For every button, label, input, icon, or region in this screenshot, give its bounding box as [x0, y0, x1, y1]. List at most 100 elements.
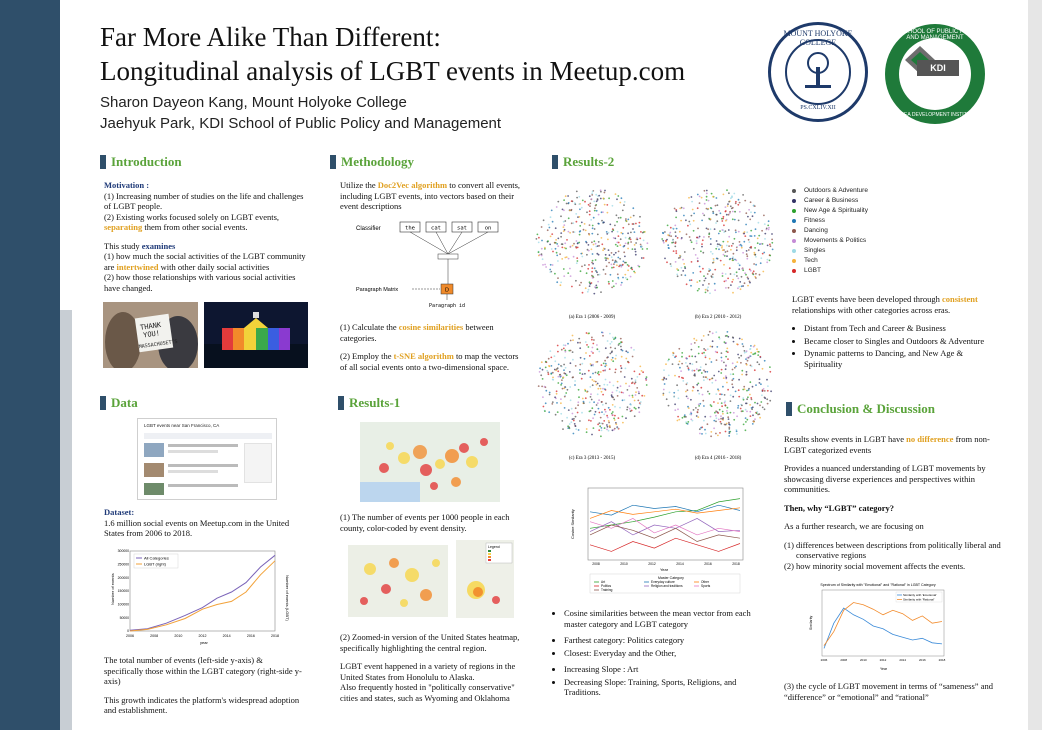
- tsne-point: [627, 351, 629, 354]
- tsne-point: [627, 265, 630, 267]
- tsne-point: [664, 257, 666, 260]
- tsne-point: [617, 235, 620, 237]
- tsne-point: [576, 411, 579, 414]
- tsne-point: [746, 389, 748, 392]
- tsne-point: [732, 256, 734, 259]
- tsne-point: [759, 355, 762, 358]
- tsne-point: [572, 376, 574, 379]
- tsne-point: [553, 355, 556, 357]
- tsne-point: [669, 231, 672, 234]
- tsne-point: [701, 352, 704, 355]
- tsne-point: [746, 257, 749, 260]
- tsne-point: [673, 207, 676, 210]
- tsne-point: [743, 385, 746, 388]
- tsne-point: [766, 402, 769, 405]
- tsne-point: [638, 411, 641, 414]
- tsne-point: [544, 246, 546, 249]
- tsne-point: [713, 419, 716, 422]
- tsne-point: [681, 352, 684, 354]
- tsne-point: [600, 291, 602, 293]
- author-2: Jaehyuk Park, KDI School of Public Polic…: [100, 115, 502, 132]
- tsne-point: [620, 197, 623, 200]
- tsne-point: [758, 273, 761, 276]
- tsne-point: [705, 189, 708, 192]
- tsne-point: [662, 388, 665, 391]
- tsne-point: [581, 291, 584, 294]
- tsne-point: [736, 433, 738, 435]
- tsne-point: [691, 208, 694, 211]
- tsne-point: [749, 281, 751, 284]
- tsne-point: [750, 351, 753, 354]
- tsne-point: [737, 353, 739, 356]
- tsne-point: [626, 264, 629, 266]
- tsne-point: [554, 396, 556, 399]
- tsne-point: [607, 429, 610, 432]
- tsne-point: [744, 199, 747, 202]
- tsne-point: [561, 246, 564, 249]
- tsne-point: [768, 259, 771, 262]
- tsne-point: [604, 189, 606, 192]
- tsne-point: [555, 206, 558, 208]
- tsne-point: [537, 385, 540, 387]
- tsne-point: [628, 407, 631, 410]
- tsne-point: [763, 223, 766, 225]
- tsne-point: [578, 230, 581, 233]
- tsne-point: [728, 423, 730, 426]
- tsne-point: [592, 262, 594, 265]
- tsne-point: [629, 216, 632, 219]
- tsne-point: [577, 429, 580, 431]
- tsne-point: [714, 289, 716, 292]
- tsne-point: [582, 400, 585, 403]
- growth-x-tick: 2018: [271, 634, 279, 638]
- tsne-point: [708, 283, 710, 285]
- tsne-point: [589, 363, 592, 365]
- tsne-point: [750, 345, 752, 347]
- tsne-point: [700, 339, 703, 342]
- tsne-point: [562, 376, 565, 379]
- tsne-point: [556, 281, 559, 284]
- tsne-point: [557, 237, 560, 240]
- tsne-point: [715, 410, 717, 413]
- tsne-point: [599, 425, 602, 428]
- tsne-point: [738, 356, 740, 359]
- sim-legend-item: Training: [601, 588, 613, 592]
- tsne-point: [685, 395, 688, 398]
- tsne-point: [726, 255, 728, 257]
- mount-holyoke-logo: MOUNT HOLYOKE COLLEGE PS.CXLIV.XII: [768, 22, 868, 122]
- tsne-point: [580, 281, 582, 284]
- tsne-point: [726, 406, 729, 409]
- growth-x-tick: 2008: [150, 634, 158, 638]
- tsne-point: [746, 231, 749, 234]
- tsne-point: [750, 397, 753, 399]
- tsne-point: [751, 408, 753, 411]
- tsne-point: [709, 238, 712, 240]
- tsne-point: [567, 202, 570, 204]
- tsne-point: [766, 244, 769, 247]
- tsne-point: [576, 196, 578, 199]
- tsne-point: [709, 415, 712, 418]
- tsne-point: [724, 404, 727, 407]
- tsne-point: [736, 415, 738, 418]
- tsne-point: [685, 362, 687, 364]
- tsne-point: [720, 372, 723, 374]
- tsne-point: [709, 345, 712, 348]
- tsne-point: [623, 204, 625, 206]
- tsne-point: [540, 374, 543, 377]
- tsne-point: [609, 352, 612, 355]
- tsne-point: [727, 286, 730, 289]
- tsne-point: [560, 235, 562, 238]
- finding-bullet: Farthest category: Politics category: [564, 635, 762, 646]
- spectrum-xlabel: Year: [880, 667, 888, 671]
- tsne-point: [575, 213, 578, 215]
- tsne-point: [729, 273, 732, 275]
- tsne-point: [549, 243, 551, 246]
- tsne-point: [607, 420, 610, 422]
- tsne-point: [686, 382, 689, 384]
- tsne-point: [725, 376, 728, 379]
- tsne-point: [590, 219, 593, 221]
- tsne-point: [596, 348, 599, 351]
- tsne-point: [612, 266, 615, 269]
- tsne-point: [619, 406, 621, 409]
- tsne-point: [597, 407, 600, 410]
- tsne-point: [756, 237, 759, 240]
